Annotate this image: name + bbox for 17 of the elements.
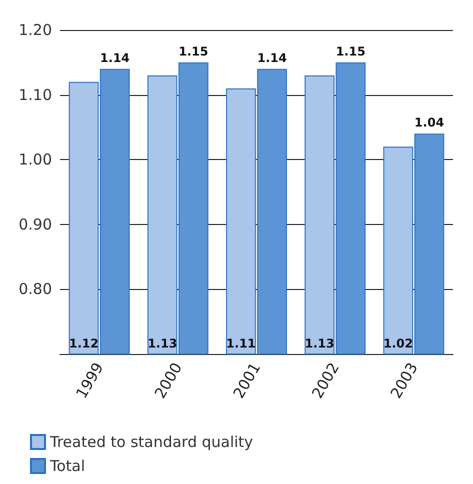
data-label: 1.11 (226, 336, 256, 350)
data-label: 1.15 (336, 44, 366, 58)
data-label: 1.14 (257, 50, 287, 65)
data-label: 1.04 (414, 116, 444, 130)
data-label: 1.15 (178, 44, 208, 58)
legend-label: Total (49, 457, 86, 475)
legend-label: Treated to standard quality (49, 433, 254, 451)
data-label: 1.02 (383, 336, 413, 350)
y-tick-label: 1.10 (18, 86, 52, 104)
data-label: 1.13 (148, 336, 178, 350)
y-tick-label: 1.00 (18, 150, 52, 169)
data-label: 1.14 (100, 50, 130, 65)
data-label: 1.12 (68, 336, 99, 350)
y-tick-label: 0.90 (18, 215, 52, 234)
y-tick-label: 0.80 (18, 280, 52, 298)
y-tick-label: 1.20 (18, 21, 52, 39)
data-label: 1.13 (304, 336, 334, 350)
